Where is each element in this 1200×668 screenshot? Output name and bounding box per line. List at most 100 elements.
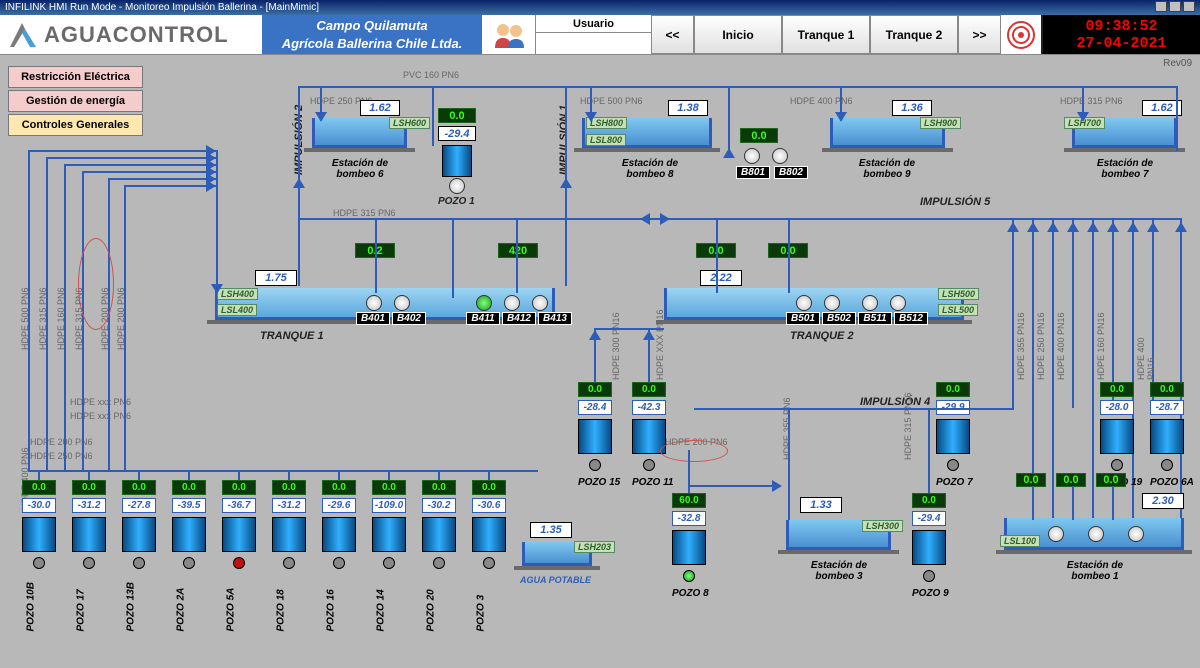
pozo6a[interactable]: 0.0 -28.7 POZO 6A xyxy=(1150,382,1184,488)
clock: 09:38:5227-04-2021 xyxy=(1041,15,1200,54)
pump-b802[interactable] xyxy=(772,148,788,164)
agua-level: 1.35 xyxy=(530,522,572,538)
window-controls[interactable] xyxy=(1155,0,1195,15)
t2-lsl: LSL500 xyxy=(938,304,978,316)
station6-lsh: LSH600 xyxy=(389,117,430,129)
pump-b413[interactable] xyxy=(532,295,548,311)
pozo-bottom-8[interactable]: 0.0-30.2POZO 20 xyxy=(422,480,456,586)
pump-b511[interactable] xyxy=(862,295,878,311)
station3-label: Estación de bombeo 3 xyxy=(794,560,884,582)
b511-label: B511 xyxy=(858,312,892,325)
pump-b401[interactable] xyxy=(366,295,382,311)
pipe-label: HDPE 315 PN6 xyxy=(333,208,396,218)
pipe-label: HDPE 160 PN16 xyxy=(1096,312,1106,380)
pozo1-label: POZO 1 xyxy=(438,196,475,207)
pozo-bottom-4[interactable]: 0.0-36.7POZO 5A xyxy=(222,480,256,586)
pump-b512[interactable] xyxy=(890,295,906,311)
impulsion-label: IMPULSIÓN 5 xyxy=(920,196,990,208)
b412-label: B412 xyxy=(502,312,536,325)
tranque1-label: TRANQUE 1 xyxy=(260,330,324,342)
pozo1-body xyxy=(442,145,472,177)
t1-lsl: LSL400 xyxy=(217,304,257,316)
station3-level: 1.33 xyxy=(800,497,842,513)
pozo1-flow: 0.0 xyxy=(438,108,476,123)
pozo-bottom-2[interactable]: 0.0-27.8POZO 13B xyxy=(122,480,156,586)
pozo-bottom-9[interactable]: 0.0-30.6POZO 3 xyxy=(472,480,506,586)
station1-label: Estación de bombeo 1 xyxy=(1050,560,1140,582)
pozo-bottom-6[interactable]: 0.0-29.6POZO 16 xyxy=(322,480,356,586)
t1-lsh: LSH400 xyxy=(217,288,258,300)
pump-b411[interactable] xyxy=(476,295,492,311)
pump-b501[interactable] xyxy=(796,295,812,311)
pipe-label: HDPE 300 PN16 xyxy=(611,312,621,380)
pipe-label: PVC 160 PN6 xyxy=(403,70,459,80)
b411-label: B411 xyxy=(466,312,500,325)
btn-restriccion[interactable]: Restricción Eléctrica xyxy=(8,66,143,88)
nav-tranque1[interactable]: Tranque 1 xyxy=(782,15,870,54)
b501-label: B501 xyxy=(786,312,820,325)
b502-label: B502 xyxy=(822,312,856,325)
logo: AGUACONTROL xyxy=(0,15,262,54)
station8-lsl: LSL800 xyxy=(586,134,626,146)
b802-label: B802 xyxy=(774,166,808,179)
station6-level: 1.62 xyxy=(360,100,400,116)
station1-pumpA[interactable] xyxy=(1048,526,1064,542)
agua-label: AGUA POTABLE xyxy=(520,575,591,585)
pozo9[interactable]: 0.0 -29.4 POZO 9 xyxy=(912,493,946,599)
alarm-ring-pozo8 xyxy=(660,440,728,462)
pozo15[interactable]: 0.0 -28.4 POZO 15 xyxy=(578,382,612,488)
station1-level: 2.30 xyxy=(1142,493,1184,509)
st1-flowC: 0.0 xyxy=(1096,473,1126,487)
station8-level: 1.38 xyxy=(668,100,708,116)
nav-tranque2[interactable]: Tranque 2 xyxy=(870,15,958,54)
pipe-label: HDPE 315 PN16 xyxy=(903,392,913,460)
pump-b801[interactable] xyxy=(744,148,760,164)
alarm-icon[interactable] xyxy=(1001,15,1041,54)
station9-lsh: LSH900 xyxy=(920,117,961,129)
t1-flow2: 420 xyxy=(498,243,538,258)
station1-pumpC[interactable] xyxy=(1128,526,1144,542)
pozo-bottom-5[interactable]: 0.0-31.2POZO 18 xyxy=(272,480,306,586)
pozo-bottom-0[interactable]: 0.0-30.0POZO 10B xyxy=(22,480,56,586)
pozo-bottom-7[interactable]: 0.0-109.0POZO 14 xyxy=(372,480,406,586)
usuario-header: Usuario xyxy=(536,15,651,33)
nav-inicio[interactable]: Inicio xyxy=(694,15,782,54)
station1-lsl: LSL100 xyxy=(1000,535,1040,547)
window-title: INFILINK HMI Run Mode - Monitoreo Impuls… xyxy=(5,0,319,15)
station1-pumpB[interactable] xyxy=(1088,526,1104,542)
station6-label: Estación de bombeo 6 xyxy=(315,158,405,180)
pozo8[interactable]: 60.0 -32.8 POZO 8 xyxy=(672,493,706,599)
st1-flowB: 0.0 xyxy=(1056,473,1086,487)
campo-title: Campo QuilamutaAgrícola Ballerina Chile … xyxy=(262,15,482,54)
pump-b402[interactable] xyxy=(394,295,410,311)
impulsion-label: IMPULSIÓN 1 xyxy=(558,105,570,175)
pozo11[interactable]: 0.0 -42.3 POZO 11 xyxy=(632,382,666,488)
pipe-label: HDPE 315 PN6 xyxy=(1060,96,1123,106)
pozo1-pump[interactable] xyxy=(449,178,465,194)
station8-label: Estación de bombeo 8 xyxy=(605,158,695,180)
pozo1-level: -29.4 xyxy=(438,126,476,141)
nav-next[interactable]: >> xyxy=(958,15,1001,54)
rev-label: Rev09 xyxy=(1163,58,1192,69)
pozo-bottom-1[interactable]: 0.0-31.2POZO 17 xyxy=(72,480,106,586)
header: AGUACONTROL Campo QuilamutaAgrícola Ball… xyxy=(0,15,1200,55)
pipe-label: HDPE 250 PN16 xyxy=(1036,312,1046,380)
b801-flow: 0.0 xyxy=(740,128,778,143)
b402-label: B402 xyxy=(392,312,426,325)
window-titlebar: INFILINK HMI Run Mode - Monitoreo Impuls… xyxy=(0,0,1200,15)
pozo7[interactable]: 0.0 -29.9 POZO 7 xyxy=(936,382,970,488)
b413-label: B413 xyxy=(538,312,572,325)
station9-label: Estación de bombeo 9 xyxy=(842,158,932,180)
users-icon[interactable] xyxy=(482,15,536,54)
pump-b412[interactable] xyxy=(504,295,520,311)
btn-controles[interactable]: Controles Generales xyxy=(8,114,143,136)
station7-label: Estación de bombeo 7 xyxy=(1080,158,1170,180)
alarm-ring-left xyxy=(78,238,114,330)
nav-prev[interactable]: << xyxy=(651,15,694,54)
pump-b502[interactable] xyxy=(824,295,840,311)
btn-gestion[interactable]: Gestión de energía xyxy=(8,90,143,112)
usuario-value xyxy=(536,33,651,54)
st1-flowA: 0.0 xyxy=(1016,473,1046,487)
pipe-label: HDPE XXX PN16 xyxy=(655,309,665,380)
pozo-bottom-3[interactable]: 0.0-39.5POZO 2A xyxy=(172,480,206,586)
